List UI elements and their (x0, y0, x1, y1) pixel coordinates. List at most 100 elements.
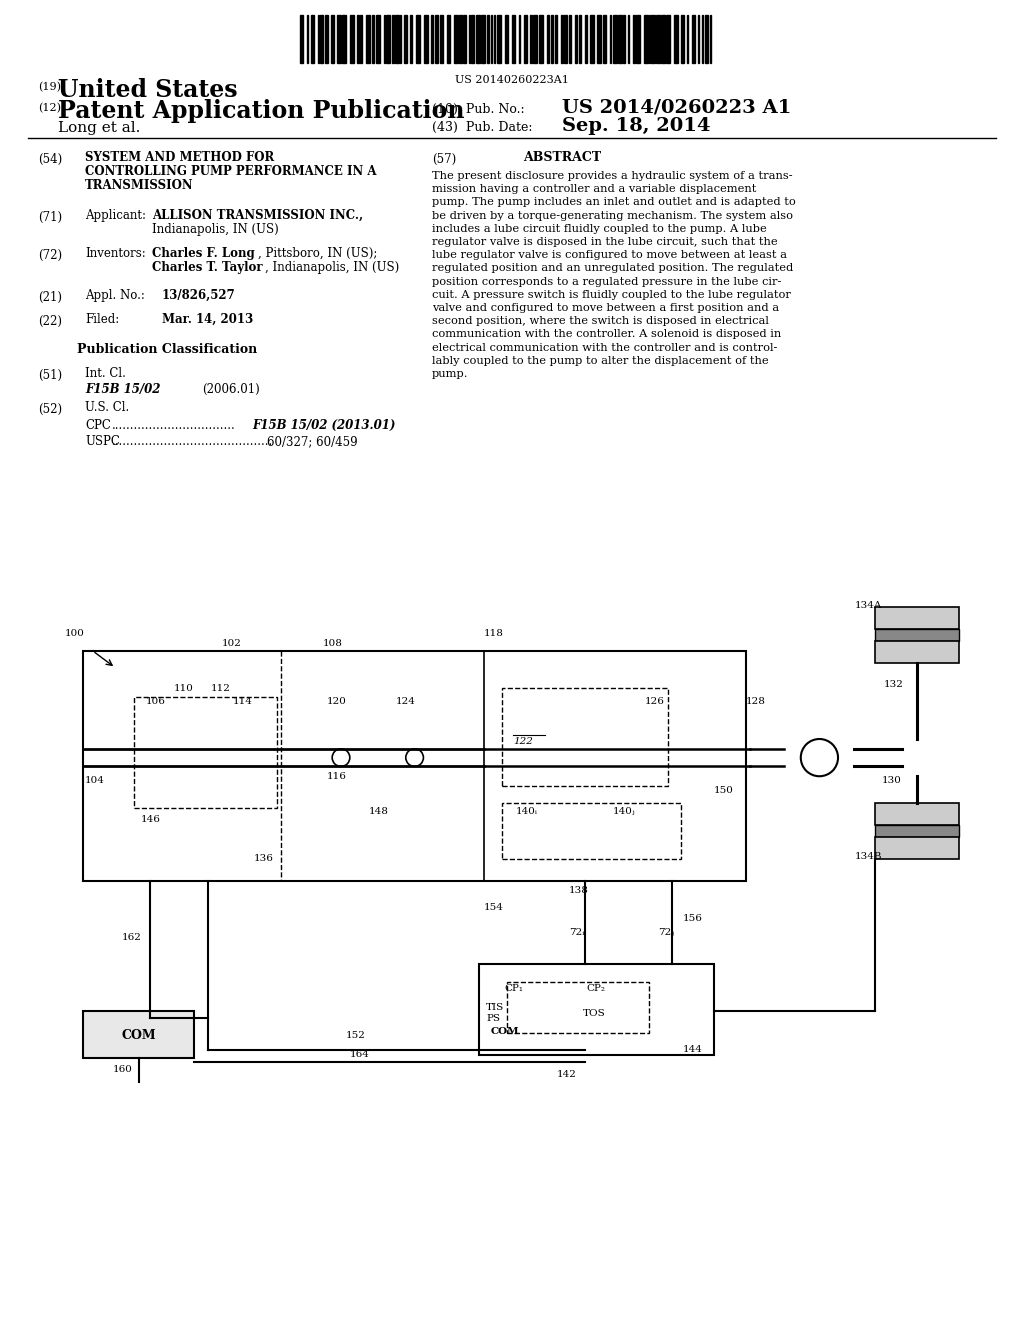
Text: 152: 152 (345, 1031, 366, 1040)
Bar (357, 15, 359, 63)
Text: 144: 144 (683, 1045, 703, 1055)
Text: Indianapolis, IN (US): Indianapolis, IN (US) (152, 223, 279, 236)
Text: 112: 112 (210, 684, 230, 693)
Text: Appl. No.:: Appl. No.: (85, 289, 144, 302)
Bar (681, 15, 684, 63)
Text: ALLISON TRANSMISSION INC.,: ALLISON TRANSMISSION INC., (152, 209, 364, 222)
Bar (372, 15, 374, 63)
Text: (21): (21) (38, 290, 62, 304)
Bar (618, 15, 622, 63)
Text: ...........................................: ........................................… (112, 436, 273, 447)
Text: 140ᵢ: 140ᵢ (516, 807, 538, 816)
Text: regulator valve is disposed in the lube circuit, such that the: regulator valve is disposed in the lube … (432, 238, 777, 247)
Text: (2006.01): (2006.01) (202, 383, 260, 396)
Bar (481, 15, 485, 63)
Bar (666, 15, 670, 63)
Bar (325, 15, 328, 63)
Text: US 20140260223A1: US 20140260223A1 (455, 75, 569, 84)
Bar (447, 15, 450, 63)
Bar (874, 825, 959, 837)
Text: (54): (54) (38, 153, 62, 166)
Text: 142: 142 (557, 1069, 578, 1078)
Text: CP₂: CP₂ (587, 983, 605, 993)
Text: 162: 162 (122, 932, 142, 941)
Text: 106: 106 (146, 697, 166, 706)
Text: 102: 102 (221, 639, 242, 648)
Text: 60/327; 60/459: 60/327; 60/459 (267, 436, 357, 447)
Bar (454, 15, 458, 63)
Bar (424, 15, 428, 63)
Bar (404, 15, 407, 63)
Text: includes a lube circuit fluidly coupled to the pump. A lube: includes a lube circuit fluidly coupled … (432, 224, 767, 234)
Text: CP₁: CP₁ (505, 983, 523, 993)
Text: Mar. 14, 2013: Mar. 14, 2013 (162, 313, 253, 326)
Text: 126: 126 (644, 697, 665, 706)
Bar (874, 628, 959, 642)
Text: 138: 138 (569, 886, 589, 895)
Text: 134A: 134A (854, 601, 882, 610)
Text: mission having a controller and a variable displacement: mission having a controller and a variab… (432, 185, 757, 194)
Text: 118: 118 (483, 628, 504, 638)
Bar (613, 15, 617, 63)
Bar (366, 15, 370, 63)
Bar (623, 15, 625, 63)
Text: 140ⱼ: 140ⱼ (612, 807, 635, 816)
Bar (505, 15, 508, 63)
Text: CPC: CPC (85, 418, 111, 432)
Text: (71): (71) (38, 211, 62, 224)
Text: (12): (12) (38, 103, 61, 114)
Text: CONTROLLING PUMP PERFORMANCE IN A: CONTROLLING PUMP PERFORMANCE IN A (85, 165, 377, 178)
Bar (83, 651, 745, 882)
Bar (534, 15, 537, 63)
Text: 130: 130 (882, 776, 902, 785)
Text: (51): (51) (38, 370, 62, 381)
Text: pump. The pump includes an inlet and outlet and is adapted to: pump. The pump includes an inlet and out… (432, 198, 796, 207)
Bar (644, 15, 648, 63)
Bar (561, 15, 563, 63)
Text: cuit. A pressure switch is fluidly coupled to the lube regulator: cuit. A pressure switch is fluidly coupl… (432, 290, 791, 300)
Bar (392, 15, 394, 63)
Bar (459, 15, 462, 63)
Text: position corresponds to a regulated pressure in the lube cir-: position corresponds to a regulated pres… (432, 277, 781, 286)
Bar (874, 607, 959, 628)
Bar (579, 15, 581, 63)
Text: 134B: 134B (854, 851, 882, 861)
Bar (547, 15, 549, 63)
Text: second position, where the switch is disposed in electrical: second position, where the switch is dis… (432, 317, 769, 326)
Text: regulated position and an unregulated position. The regulated: regulated position and an unregulated po… (432, 264, 794, 273)
Text: TOS: TOS (583, 1008, 606, 1018)
Bar (435, 15, 438, 63)
Text: 156: 156 (683, 915, 703, 924)
Bar (360, 15, 362, 63)
Bar (134, 697, 276, 808)
Text: communication with the controller. A solenoid is disposed in: communication with the controller. A sol… (432, 330, 781, 339)
Bar (471, 15, 474, 63)
Text: TIS: TIS (486, 1003, 505, 1011)
Bar (575, 15, 577, 63)
Text: U.S. Cl.: U.S. Cl. (85, 401, 129, 414)
Text: , Indianapolis, IN (US): , Indianapolis, IN (US) (265, 261, 399, 275)
Text: 100: 100 (65, 628, 85, 638)
Text: Sep. 18, 2014: Sep. 18, 2014 (562, 117, 711, 135)
Text: Filed:: Filed: (85, 313, 119, 326)
Bar (874, 642, 959, 663)
Bar (585, 15, 587, 63)
Text: valve and configured to move between a first position and a: valve and configured to move between a f… (432, 304, 779, 313)
Bar (524, 15, 527, 63)
Bar (564, 15, 567, 63)
Text: 108: 108 (323, 639, 342, 648)
Bar (551, 15, 553, 63)
Text: 72ⱼ: 72ⱼ (658, 928, 675, 937)
Text: 132: 132 (884, 680, 903, 689)
Bar (705, 15, 708, 63)
Text: (57): (57) (432, 153, 457, 166)
Bar (410, 15, 412, 63)
Text: Applicant:: Applicant: (85, 209, 146, 222)
Bar (674, 15, 678, 63)
Text: 136: 136 (254, 854, 273, 863)
Text: Patent Application Publication: Patent Application Publication (58, 99, 465, 123)
Bar (590, 15, 594, 63)
Bar (597, 15, 601, 63)
Text: electrical communication with the controller and is control-: electrical communication with the contro… (432, 343, 777, 352)
Text: The present disclosure provides a hydraulic system of a trans-: The present disclosure provides a hydrau… (432, 172, 793, 181)
